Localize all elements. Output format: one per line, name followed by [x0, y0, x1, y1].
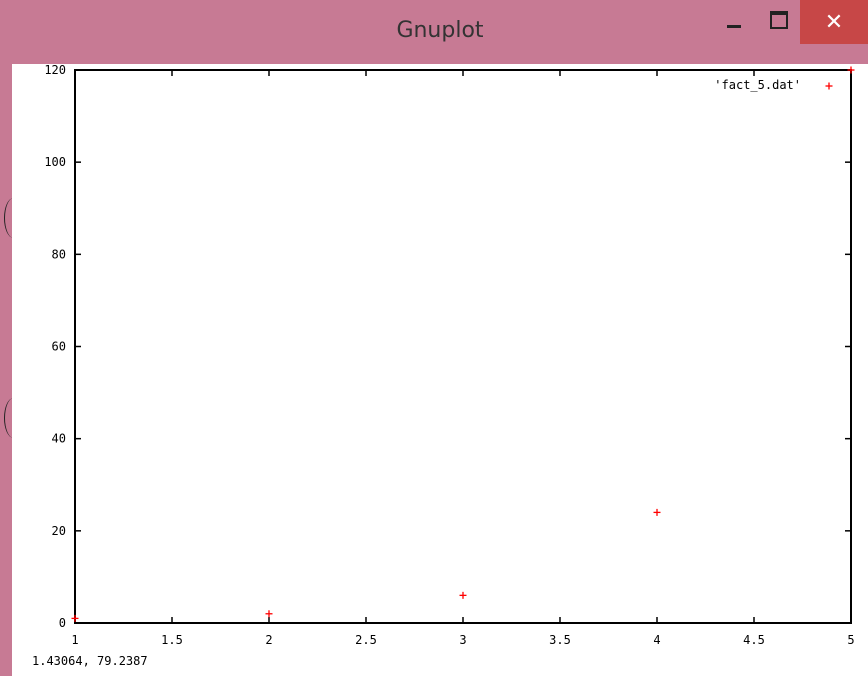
- x-tick-label: 5: [847, 633, 854, 647]
- maximize-icon: [770, 11, 788, 29]
- background-drawing-stroke: [4, 398, 23, 438]
- background-window-edge: [0, 0, 12, 676]
- x-tick-label: 3.5: [549, 633, 571, 647]
- data-point: [653, 508, 661, 516]
- data-point: [847, 66, 855, 74]
- minimize-icon: [727, 24, 741, 28]
- data-point: [265, 610, 273, 618]
- legend-label: 'fact_5.dat': [714, 78, 801, 92]
- legend-marker-point: [825, 82, 833, 90]
- title-bar[interactable]: Gnuplot ✕: [12, 0, 868, 64]
- plot-area[interactable]: 1 1.5 2 2.5 3 3.5 4 4.5 5 0 20 40 60 80 100 120 'fact_…: [12, 63, 868, 676]
- window-title: Gnuplot: [396, 18, 484, 43]
- background-drawing-stroke: [4, 198, 23, 238]
- x-tick-label: 2: [265, 633, 272, 647]
- maximize-button[interactable]: [756, 0, 802, 40]
- y-tick-label: 0: [59, 616, 66, 630]
- gnuplot-window: Gnuplot ✕ 1 1.5 2 2.5 3 3.5 4 4.5 5 0 20 40 60 80 100…: [12, 0, 868, 676]
- y-tick-label: 80: [52, 247, 66, 261]
- x-tick-label: 3: [459, 633, 466, 647]
- plot-frame: [74, 69, 852, 624]
- y-tick-label: 40: [52, 432, 66, 446]
- x-tick-label: 1: [71, 633, 78, 647]
- minimize-button[interactable]: [711, 0, 757, 40]
- y-tick-label: 20: [52, 524, 66, 538]
- x-tick-label: 4.5: [743, 633, 765, 647]
- data-point: [71, 614, 79, 622]
- x-tick-label: 1.5: [161, 633, 183, 647]
- y-tick-label: 120: [44, 64, 66, 77]
- legend-marker: [825, 82, 833, 90]
- close-button[interactable]: ✕: [800, 0, 868, 44]
- x-tick-label: 2.5: [355, 633, 377, 647]
- y-tick-label: 100: [44, 155, 66, 169]
- scatter-plot[interactable]: 1 1.5 2 2.5 3 3.5 4 4.5 5 0 20 40 60 80 100 120 'fact_…: [12, 63, 868, 654]
- x-tick-label: 4: [653, 633, 660, 647]
- close-icon: ✕: [824, 9, 844, 35]
- y-tick-label: 60: [52, 340, 66, 354]
- data-point: [459, 591, 467, 599]
- coordinate-readout: 1.43064, 79.2387: [32, 654, 148, 668]
